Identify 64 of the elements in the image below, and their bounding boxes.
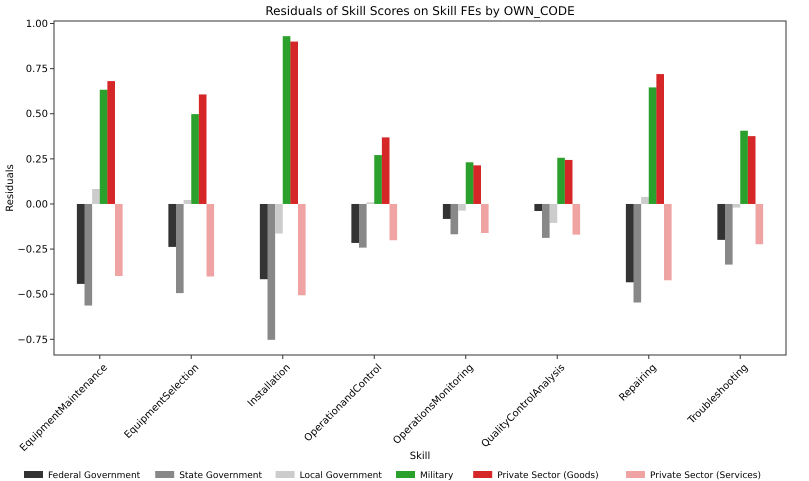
bar	[206, 204, 214, 277]
bar	[176, 204, 184, 294]
bar	[260, 204, 268, 280]
bar	[76, 204, 84, 284]
legend-label: State Government	[179, 471, 262, 481]
bar	[351, 204, 359, 243]
bar	[92, 188, 100, 204]
bar	[626, 204, 634, 282]
y-tick-label: 0.75	[26, 64, 48, 76]
bar	[466, 162, 474, 204]
bar	[282, 36, 290, 204]
bar	[382, 137, 390, 204]
bar	[732, 204, 740, 208]
bar	[442, 204, 450, 219]
bar	[756, 204, 764, 244]
bar	[115, 204, 123, 276]
x-axis-title: Skill	[410, 451, 430, 462]
bar	[198, 94, 206, 204]
bar	[473, 165, 481, 204]
bar	[275, 204, 283, 234]
bar	[748, 136, 756, 204]
bar	[184, 200, 192, 204]
bar	[107, 81, 115, 204]
bar	[740, 130, 748, 204]
bar	[550, 204, 558, 223]
y-tick-label: −0.75	[17, 334, 48, 346]
bar	[100, 90, 108, 204]
bar	[458, 204, 466, 211]
bar	[717, 204, 725, 240]
bar	[374, 155, 382, 204]
legend-label: Private Sector (Services)	[650, 471, 762, 481]
bar	[268, 204, 276, 340]
y-tick-label: 0.50	[26, 109, 48, 120]
bar	[298, 204, 306, 296]
bar	[84, 204, 92, 306]
bar	[656, 74, 664, 204]
y-tick-label: −0.25	[17, 244, 48, 256]
y-tick-label: −0.50	[17, 290, 48, 301]
bar	[534, 204, 542, 212]
bar	[664, 204, 672, 280]
legend-label: Federal Government	[48, 471, 141, 481]
bar	[564, 160, 572, 204]
bar	[450, 204, 458, 234]
legend-label: Local Government	[300, 471, 382, 481]
legend-label: Military	[420, 471, 454, 481]
bar	[191, 114, 199, 204]
chart-title: Residuals of Skill Scores on Skill FEs by OWN_CODE	[265, 4, 575, 18]
bar	[572, 204, 580, 235]
bar	[557, 158, 565, 204]
bar	[648, 87, 656, 204]
bar	[641, 196, 649, 204]
bar	[481, 204, 489, 234]
y-tick-label: 1.00	[26, 19, 48, 30]
bar	[542, 204, 550, 238]
y-tick-label: 0.25	[26, 154, 48, 166]
legend-label: Private Sector (Goods)	[497, 471, 599, 481]
bar	[390, 204, 398, 240]
bar	[168, 204, 176, 247]
bar	[290, 42, 298, 204]
bar	[359, 204, 367, 248]
y-tick-label: 0.00	[26, 199, 48, 210]
bar	[634, 204, 642, 302]
y-axis-title: Residuals	[5, 164, 16, 212]
bar	[725, 204, 733, 265]
